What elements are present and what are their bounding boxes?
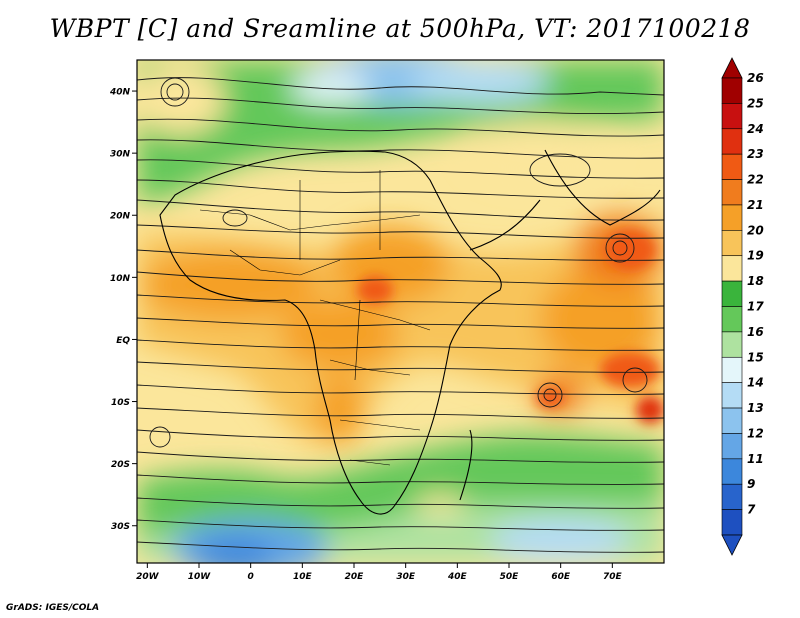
colorbar-label: 13 [747,401,764,415]
footer-credit: GrADS: IGES/COLA [6,603,100,613]
longitude-axis: 20W 10W 0 10E 20E 30E 40E 50E 60E 70E [136,563,623,582]
colorbar-label: 25 [747,96,764,110]
colorbar-swatch [721,103,743,130]
lon-tick-label: 20E [345,572,365,582]
lon-tick-label: 10E [293,572,313,582]
coastlines [159,149,661,515]
colorbar-swatch [721,255,743,282]
lon-tick-label: 50E [500,572,520,582]
colorbar-swatch [721,179,743,206]
lon-tick-label: 10W [188,572,212,582]
colorbar-label: 22 [747,173,764,187]
colorbar-swatch [721,407,743,434]
lon-tick-label: 40E [447,572,468,582]
colorbar-swatch [721,458,743,485]
latitude-axis: 40N 30N 20N 10N EQ 10S 20S 30S [109,88,137,532]
colorbar-swatch [721,356,743,383]
colorbar-label: 21 [747,198,764,212]
colorbar-swatch [721,433,743,460]
lat-tick-label: 10S [111,398,130,408]
colorbar: 26 25 24 23 22 21 20 19 18 17 16 15 14 13 12 11 9 7 [721,57,764,556]
colorbar-label: 9 [747,477,755,491]
lon-tick-label: 70E [603,572,623,582]
colorbar-bottom-arrow [721,534,743,556]
colorbar-swatch [721,483,743,510]
lon-tick-label: 0 [248,572,254,582]
lat-tick-label: 40N [109,88,131,98]
map-frame [136,59,665,564]
colorbar-label: 7 [747,503,756,517]
lat-tick-label: 30S [111,522,130,532]
colorbar-top-arrow [721,57,743,79]
colorbar-swatch [721,382,743,409]
lon-tick-label: 20W [136,572,160,582]
lon-tick-label: 60E [551,572,571,582]
colorbar-label: 24 [747,122,764,136]
colorbar-swatch [721,331,743,358]
streamlines [137,77,664,553]
lat-tick-label: 30N [110,150,131,160]
colorbar-swatch [721,306,743,333]
colorbar-label: 17 [747,300,764,314]
colorbar-swatch [721,509,743,536]
colorbar-label: 20 [747,223,764,237]
colorbar-swatch [721,230,743,257]
colorbar-label: 16 [747,325,764,339]
borders [199,170,431,466]
lon-tick-label: 30E [396,572,416,582]
colorbar-label: 19 [747,249,764,263]
colorbar-swatch [721,77,743,104]
colorbar-label: 26 [747,71,764,85]
colorbar-label: 23 [747,147,764,161]
colorbar-label: 14 [747,376,764,390]
colorbar-swatch [721,128,743,155]
lat-tick-label: 20N [110,212,131,222]
lat-tick-label: 10N [110,274,131,284]
lat-tick-label: 20S [111,460,130,470]
colorbar-label: 12 [747,426,764,440]
colorbar-label: 18 [747,274,764,288]
colorbar-swatch [721,280,743,307]
colorbar-swatch [721,153,743,180]
colorbar-swatch [721,204,743,231]
map-title: WBPT [C] and Sreamline at 500hPa, VT: 20… [49,14,751,43]
colorbar-label: 15 [747,350,764,364]
lat-tick-label: EQ [116,336,130,346]
colorbar-label: 11 [747,452,764,466]
wbpt-field [137,60,664,563]
